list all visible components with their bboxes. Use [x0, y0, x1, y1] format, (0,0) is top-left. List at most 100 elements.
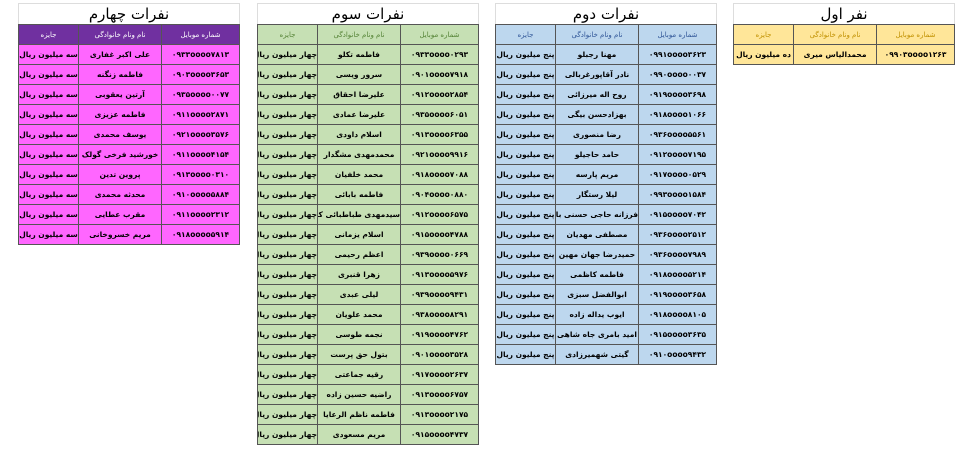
phone-cell[interactable]: ۰۹۱۲oooo۷۱۹۵	[638, 144, 717, 165]
phone-cell[interactable]: ۰۹۱۸oooo۵۲۱۴	[638, 264, 717, 285]
prize-cell[interactable]: سه میلیون ریال	[17, 184, 80, 205]
name-cell[interactable]: علی اکبر غفاری	[78, 44, 163, 65]
phone-cell[interactable]: ۰۹۲۱oooo۳۵۷۶	[161, 124, 241, 145]
name-cell[interactable]: آرتین یعقوبی	[78, 84, 163, 105]
phone-cell[interactable]: ۰۹۱۸oooo۱۰۶۶	[638, 104, 717, 125]
phone-cell[interactable]: ۰۹۳۵oooo۶۰۵۱	[400, 104, 480, 125]
name-cell[interactable]: مریم خسروخانی	[78, 224, 163, 245]
phone-cell[interactable]: ۰۹۳۶oooo۲۵۱۲	[638, 224, 717, 245]
name-cell[interactable]: ایوب یداله زاده	[555, 304, 639, 325]
name-cell[interactable]: روح اله میرزائی	[555, 84, 639, 105]
phone-cell[interactable]: ۰۹۱۸oooo۷۰۸۸	[400, 164, 480, 185]
name-cell[interactable]: سرور ویسی	[317, 64, 402, 85]
prize-cell[interactable]: چهار میلیون ریال	[256, 84, 319, 105]
phone-cell[interactable]: ۰۹۱۵oooo۷۰۴۲	[638, 204, 717, 225]
name-cell[interactable]: سیدمهدی طباطبائی کرمانی	[317, 204, 402, 225]
prize-cell[interactable]: چهار میلیون ریال	[256, 424, 319, 445]
name-cell[interactable]: ابوالفضل سبزی	[555, 284, 639, 305]
prize-cell[interactable]: چهار میلیون ریال	[256, 324, 319, 345]
name-cell[interactable]: نجمه طوسی	[317, 324, 402, 345]
phone-cell[interactable]: ۰۹۱۲oooo۲۸۵۴	[400, 84, 480, 105]
prize-cell[interactable]: پنج میلیون ریال	[495, 124, 556, 145]
prize-cell[interactable]: چهار میلیون ریال	[256, 364, 319, 385]
name-cell[interactable]: محمدمهدی مشگدار	[317, 144, 402, 165]
prize-cell[interactable]: پنج میلیون ریال	[495, 164, 556, 185]
phone-cell[interactable]: ۰۹۳۸oooo۸۲۹۱	[400, 304, 480, 325]
prize-cell[interactable]: پنج میلیون ریال	[495, 284, 556, 305]
name-cell[interactable]: لیلی عبدی	[317, 284, 402, 305]
phone-cell[interactable]: ۰۹۳۳oooo۷۸۱۳	[161, 44, 241, 65]
phone-cell[interactable]: ۰۹۱۳oooo۶۳۵۵	[400, 124, 480, 145]
phone-cell[interactable]: ۰۹۱۵oooo۴۷۳۷	[400, 424, 480, 445]
prize-cell[interactable]: چهار میلیون ریال	[256, 64, 319, 85]
prize-cell[interactable]: پنج میلیون ریال	[495, 204, 556, 225]
name-cell[interactable]: علیرضا عمادی	[317, 104, 402, 125]
prize-cell[interactable]: چهار میلیون ریال	[256, 264, 319, 285]
name-cell[interactable]: اسلام یزمانی	[317, 224, 402, 245]
name-cell[interactable]: امید بامری جاه شاهی	[555, 324, 639, 345]
name-cell[interactable]: بتول حق پرست	[317, 344, 402, 365]
name-cell[interactable]: لیلا رستگار	[555, 184, 639, 205]
phone-cell[interactable]: ۰۹۱۰oooo۹۴۳۲	[638, 344, 717, 365]
name-cell[interactable]: حمیدرضا جهان مهین	[555, 244, 639, 265]
phone-cell[interactable]: ۰۹۹۱oooo۳۶۲۳	[638, 44, 717, 65]
prize-cell[interactable]: پنج میلیون ریال	[495, 44, 556, 65]
name-cell[interactable]: محمد علویان	[317, 304, 402, 325]
name-cell[interactable]: فاطمه کاظمی	[555, 264, 639, 285]
prize-cell[interactable]: پنج میلیون ریال	[495, 344, 556, 365]
name-cell[interactable]: راضیه حسین زاده	[317, 384, 402, 405]
phone-cell[interactable]: ۰۹۱۱oooo۲۸۷۱	[161, 104, 241, 125]
phone-cell[interactable]: ۰۹۰۱oooo۳۵۲۸	[400, 344, 480, 365]
phone-cell[interactable]: ۰۹۱۳oooo۰۳۱۰	[161, 164, 241, 185]
phone-cell[interactable]: ۰۹۳۹oooo۹۴۳۱	[400, 284, 480, 305]
name-cell[interactable]: اعظم رحیمی	[317, 244, 402, 265]
name-cell[interactable]: پروین تدین	[78, 164, 163, 185]
name-cell[interactable]: گیتی شهمیرزادی	[555, 344, 639, 365]
prize-cell[interactable]: پنج میلیون ریال	[495, 224, 556, 245]
name-cell[interactable]: اسلام داودی	[317, 124, 402, 145]
phone-cell[interactable]: ۰۹۱۱oooo۲۳۱۲	[161, 204, 241, 225]
phone-cell[interactable]: ۰۹۱۳oooo۵۹۷۶	[400, 264, 480, 285]
phone-cell[interactable]: ۰۹۱۷oooo۰۵۲۹	[638, 164, 717, 185]
prize-cell[interactable]: چهار میلیون ریال	[256, 284, 319, 305]
prize-cell[interactable]: چهار میلیون ریال	[256, 384, 319, 405]
phone-cell[interactable]: ۰۹۱۹oooo۴۷۶۲	[400, 324, 480, 345]
name-cell[interactable]: زهرا قنبری	[317, 264, 402, 285]
prize-cell[interactable]: ده میلیون ریال	[732, 44, 795, 65]
phone-cell[interactable]: ۰۹۱۱oooo۴۱۵۴	[161, 144, 241, 165]
phone-cell[interactable]: ۰۹۱۵oooo۴۷۸۸	[400, 224, 480, 245]
phone-cell[interactable]: ۰۹۱۰oooo۵۸۸۴	[161, 184, 241, 205]
name-cell[interactable]: فاطمه بابائی	[317, 184, 402, 205]
prize-cell[interactable]: پنج میلیون ریال	[495, 264, 556, 285]
phone-cell[interactable]: ۰۹۹۰۳oooo۱۲۶۳	[876, 44, 956, 65]
prize-cell[interactable]: پنج میلیون ریال	[495, 144, 556, 165]
name-cell[interactable]: بهزادحسن بیگی	[555, 104, 639, 125]
prize-cell[interactable]: سه میلیون ریال	[17, 64, 80, 85]
name-cell[interactable]: نادر آقاپورغربالی	[555, 64, 639, 85]
name-cell[interactable]: محدثه محمدی	[78, 184, 163, 205]
name-cell[interactable]: محمد خلفیان	[317, 164, 402, 185]
prize-cell[interactable]: سه میلیون ریال	[17, 124, 80, 145]
phone-cell[interactable]: ۰۹۳۶oooo۵۵۶۱	[638, 124, 717, 145]
name-cell[interactable]: فاطمه عزیزی	[78, 104, 163, 125]
name-cell[interactable]: مهنا رجبلو	[555, 44, 639, 65]
prize-cell[interactable]: پنج میلیون ریال	[495, 104, 556, 125]
name-cell[interactable]: فرزانه حاجی حسنی باققی	[555, 204, 639, 225]
name-cell[interactable]: رضا منصوری	[555, 124, 639, 145]
name-cell[interactable]: علیرضا احقاق	[317, 84, 402, 105]
prize-cell[interactable]: سه میلیون ریال	[17, 104, 80, 125]
phone-cell[interactable]: ۰۹۱۸oooo۵۹۱۴	[161, 224, 241, 245]
prize-cell[interactable]: چهار میلیون ریال	[256, 224, 319, 245]
name-cell[interactable]: یوسف محمدی	[78, 124, 163, 145]
phone-cell[interactable]: ۰۹۰۴oooo۰۸۸۰	[400, 184, 480, 205]
name-cell[interactable]: مریم پارسه	[555, 164, 639, 185]
name-cell[interactable]: حامد حاجیلو	[555, 144, 639, 165]
phone-cell[interactable]: ۰۹۳۶oooo۷۹۸۹	[638, 244, 717, 265]
prize-cell[interactable]: چهار میلیون ریال	[256, 44, 319, 65]
phone-cell[interactable]: ۰۹۱۷oooo۲۶۳۷	[400, 364, 480, 385]
phone-cell[interactable]: ۰۹۹۳oooo۱۵۸۴	[638, 184, 717, 205]
name-cell[interactable]: مقرب عطایی	[78, 204, 163, 225]
prize-cell[interactable]: پنج میلیون ریال	[495, 324, 556, 345]
prize-cell[interactable]: چهار میلیون ریال	[256, 124, 319, 145]
prize-cell[interactable]: پنج میلیون ریال	[495, 184, 556, 205]
